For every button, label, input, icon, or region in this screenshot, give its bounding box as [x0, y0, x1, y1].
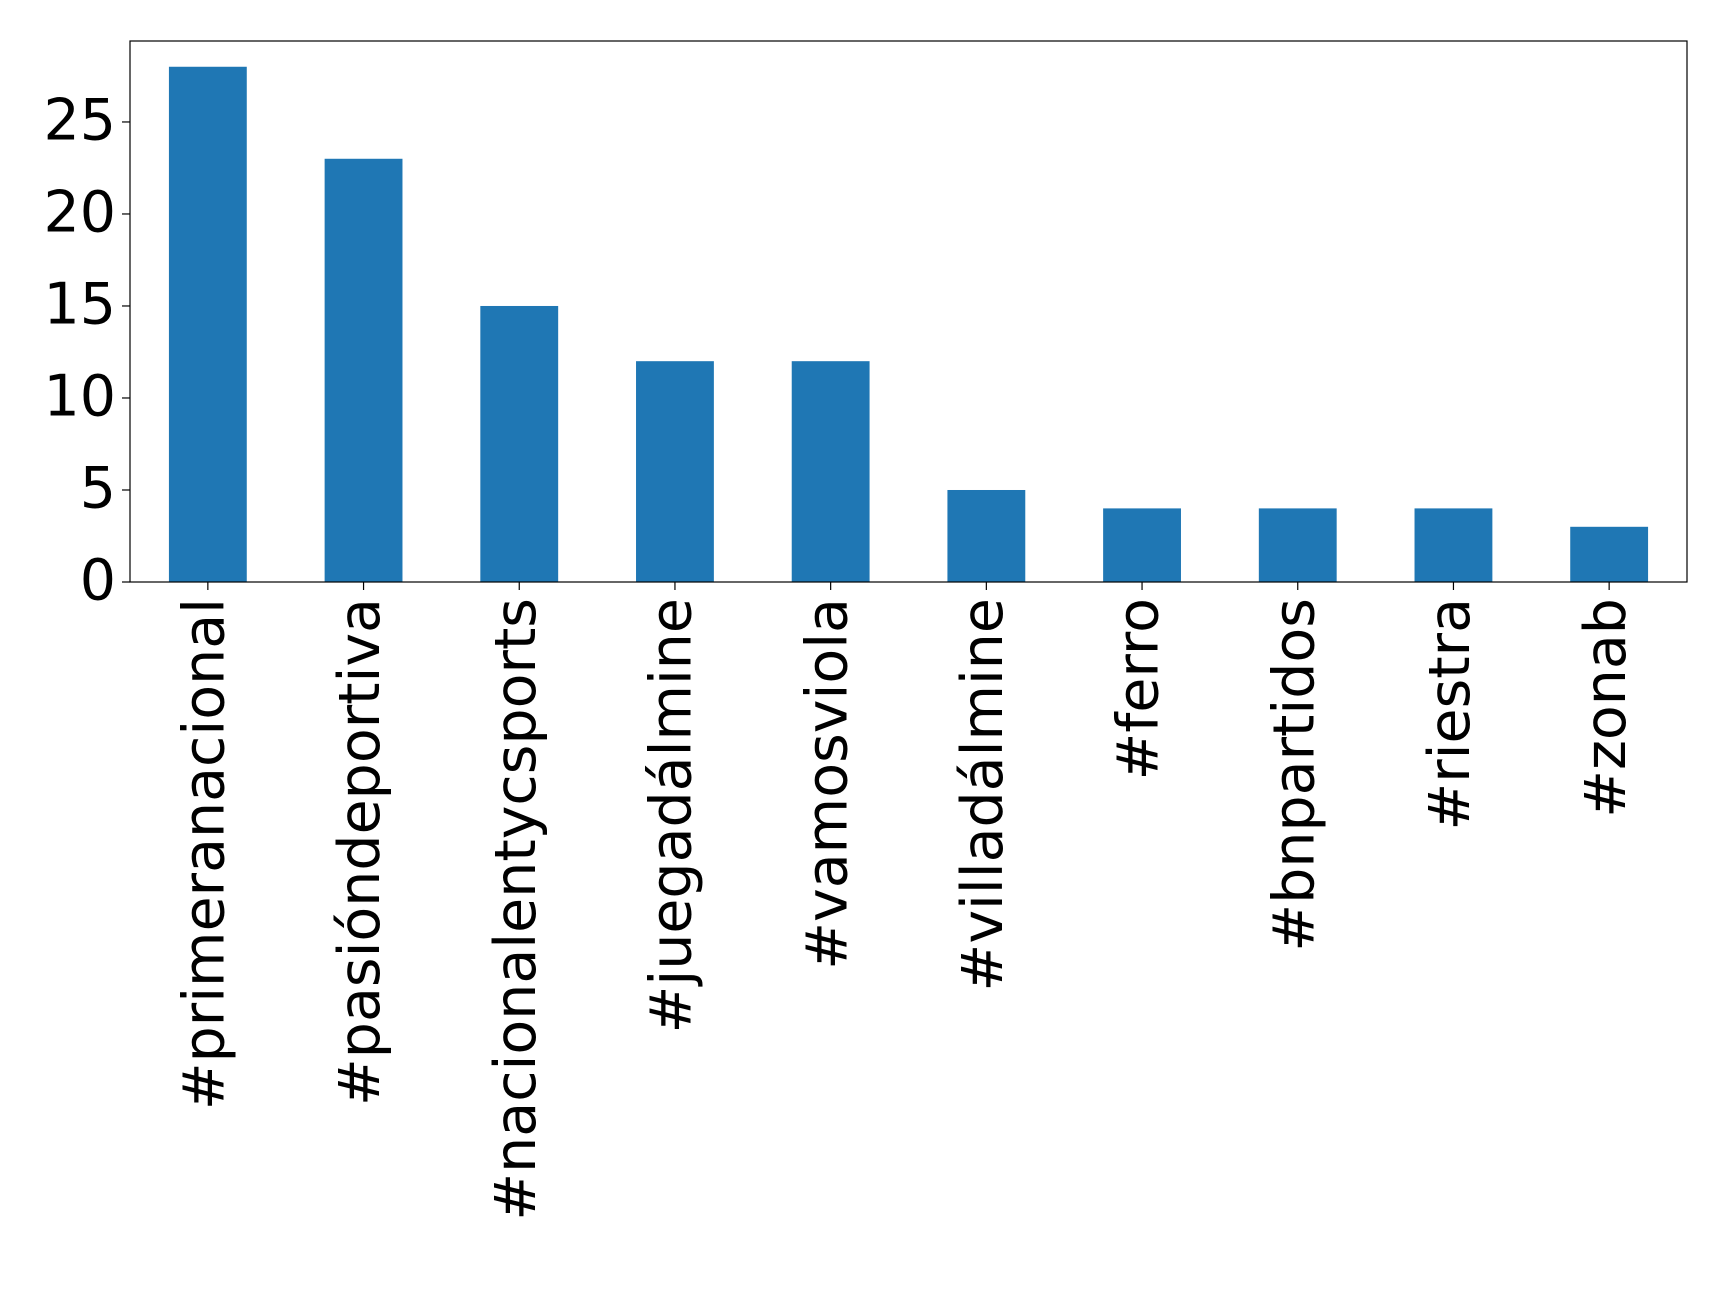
- y-tick-label: 5: [80, 456, 116, 522]
- y-tick-label: 0: [80, 548, 116, 614]
- x-tick-label: #vamosviola: [794, 598, 860, 970]
- x-tick-label: #zonab: [1573, 598, 1639, 818]
- bar: [791, 361, 870, 582]
- y-tick-label: 10: [43, 364, 116, 430]
- bar: [1258, 508, 1337, 582]
- bar: [1570, 526, 1649, 582]
- plot-frame: [129, 40, 1688, 583]
- bar: [1103, 508, 1181, 582]
- bar: [1414, 508, 1493, 582]
- y-tick-label: 25: [43, 88, 116, 154]
- x-tick-label: #pasióndeportiva: [327, 598, 393, 1106]
- bar: [947, 489, 1026, 582]
- x-tick-label: #bnpartidos: [1261, 598, 1327, 952]
- y-tick-label: 20: [43, 180, 116, 246]
- x-tick-label: #juegadálmine: [639, 598, 705, 1033]
- bar: [480, 305, 559, 582]
- x-tick-label: #nacionalentycsports: [483, 598, 549, 1221]
- bar: [324, 158, 403, 582]
- bar: [636, 361, 714, 582]
- bar: [168, 66, 247, 582]
- x-tick-label: #primeranacional: [171, 598, 237, 1110]
- x-tick-label: #riestra: [1417, 598, 1483, 831]
- x-tick-label: #villadálmine: [950, 598, 1016, 991]
- y-tick-label: 15: [43, 272, 116, 338]
- x-tick-label: #ferro: [1106, 598, 1172, 780]
